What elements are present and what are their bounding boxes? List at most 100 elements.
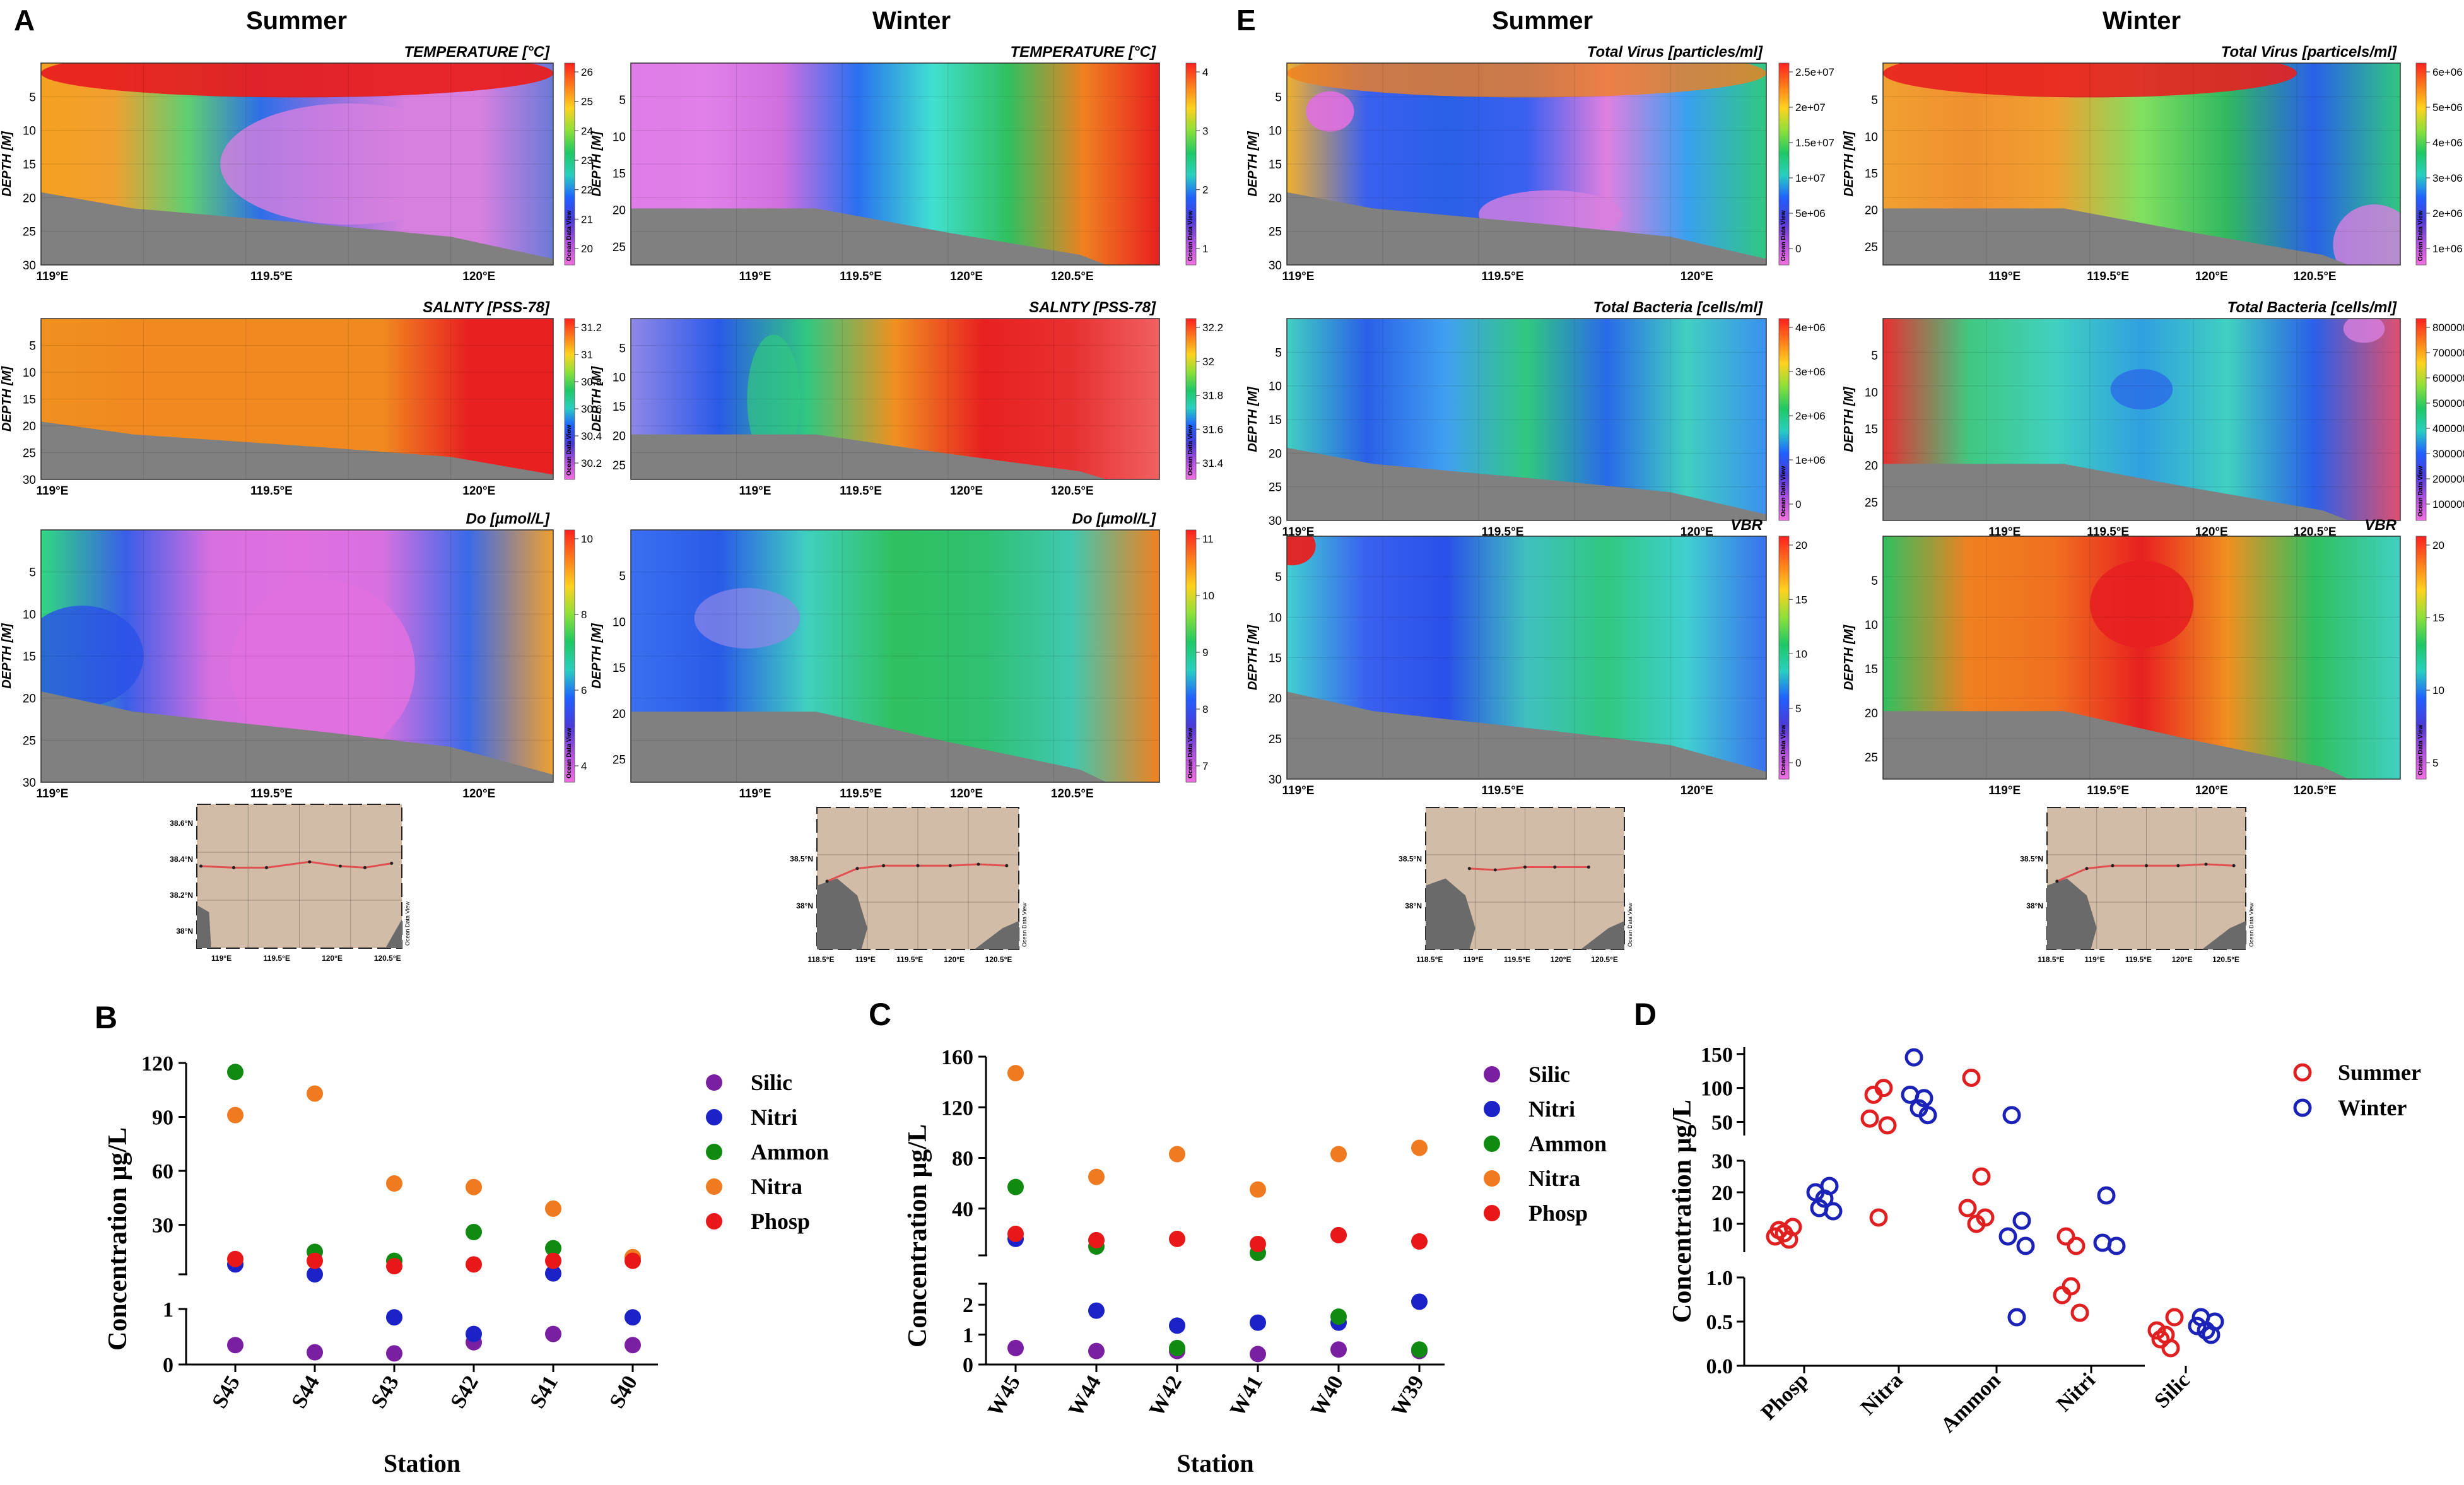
data-point-phosp (1007, 1225, 1024, 1242)
colorbar-tick-label: 800000 (2432, 322, 2464, 334)
panel-frame (40, 529, 554, 783)
colorbar-tick-label: 15 (2432, 612, 2444, 624)
heatmap-panel-e-win-bact: Total Bacteria [cells/ml] DEPTH [M] 5 10 15 2… (1842, 299, 2464, 539)
y-tick-label: 25 (1269, 481, 1282, 495)
y-tick-label: 15 (613, 662, 626, 675)
colorbar-tick-label: 3 (1202, 125, 1208, 137)
panel-title: Total Virus [particels/ml] (2221, 44, 2397, 61)
map-lon-label: 119.5°E (264, 954, 290, 963)
coastline-land (385, 919, 402, 948)
y-tick-label: 30 (1269, 259, 1282, 273)
y-tick-label: 150 (1701, 1043, 1733, 1067)
data-point-ammon (1007, 1178, 1024, 1195)
colorbar-tick-label: 30.2 (581, 457, 602, 469)
x-tick-label: 119.5°E (840, 270, 882, 283)
data-point-silic (625, 1337, 641, 1354)
data-point-phosp (1330, 1226, 1347, 1243)
coastline-land (197, 905, 211, 948)
colorbar-tick-label: 5e+06 (2432, 102, 2463, 114)
column-title-summer: Summer (246, 7, 347, 35)
field-area (1883, 319, 2400, 520)
y-tick-label: 25 (613, 754, 626, 767)
x-tick-label: 119.5°E (250, 787, 293, 801)
data-point-phosp (1169, 1230, 1185, 1247)
odv-watermark: Ocean Data View (1187, 425, 1194, 476)
map-lon-label: 120.5°E (374, 954, 401, 963)
colorbar-tick-label: 30.8 (581, 376, 602, 388)
legend-label: Nitri (1528, 1096, 1575, 1122)
x-tick-label: 119.5°E (1482, 525, 1524, 539)
colorbar-tick-label: 20 (2432, 539, 2444, 551)
y-axis-label: DEPTH [M] (1842, 386, 1856, 452)
contour-blob (2090, 560, 2193, 649)
data-point-nitri (1169, 1317, 1185, 1334)
colorbar-tick-label: 24 (581, 125, 593, 137)
data-point-nitra (307, 1085, 323, 1102)
scatter-panel-panel-b: B 120 90 60 30 1 0 S45 S44 S43 S42 S41 S40 Station Con… (95, 1000, 829, 1477)
coastline-land (1426, 878, 1475, 949)
odv-watermark: Ocean Data View (1021, 903, 1028, 947)
map-frame (196, 804, 402, 949)
y-axis-label: DEPTH [M] (1246, 625, 1260, 691)
station-marker (1467, 867, 1471, 871)
x-tick-label: 119°E (1282, 525, 1315, 539)
contour-blob (1883, 63, 2297, 98)
colorbar-tick-label: 31.4 (1202, 457, 1223, 469)
map-lon-label: 119.5°E (2125, 955, 2152, 964)
colorbar-tick-label: 6 (581, 684, 587, 696)
data-point-winter (1815, 1189, 1834, 1208)
colorbar-tick-label: 20 (581, 243, 593, 255)
heatmap-panel-e-sum-virus: Total Virus [particles/ml] DEPTH [M] 5 10 15… (1246, 44, 1834, 283)
data-point-summer (1874, 1079, 1893, 1098)
station-marker (2055, 879, 2059, 883)
data-point-summer (2067, 1236, 2086, 1255)
y-tick-label: 90 (152, 1106, 173, 1130)
y-tick-label: 5 (1871, 575, 1878, 588)
x-tick-label: S44 (287, 1372, 324, 1412)
y-tick-label: 20 (1711, 1182, 1733, 1205)
colorbar-tick-label: 31.6 (1202, 423, 1223, 435)
x-tick-label: 120°E (2195, 784, 2228, 797)
y-tick-label: 120 (941, 1096, 973, 1120)
station-marker (855, 867, 859, 871)
y-axis-label: DEPTH [M] (0, 131, 14, 197)
colorbar-tick-label: 10 (1202, 590, 1214, 602)
y-tick-label: 60 (152, 1160, 173, 1183)
panel-letter: C (869, 997, 891, 1032)
x-tick-label: 119.5°E (840, 484, 882, 498)
legend-marker (1484, 1136, 1500, 1152)
coastline-land (1580, 921, 1624, 949)
y-tick-label: 30 (23, 777, 36, 790)
x-tick-label: W44 (1064, 1372, 1106, 1421)
colorbar-tick-label: 5e+06 (1795, 208, 1826, 220)
contour-blob (2343, 319, 2385, 343)
data-point-summer (1958, 1199, 1977, 1218)
station-marker (1553, 866, 1557, 869)
colorbar-tick-label: 10 (1795, 649, 1807, 660)
seafloor (41, 192, 553, 265)
y-tick-label: 25 (23, 734, 36, 748)
data-point-summer (2156, 1325, 2175, 1344)
data-point-summer (1962, 1068, 1981, 1087)
y-tick-label: 25 (1865, 241, 1878, 254)
y-tick-label: 0 (963, 1354, 973, 1377)
map-lat-label: 38.4°N (170, 855, 193, 864)
station-marker (2176, 864, 2180, 867)
map-lat-label: 38.5°N (1399, 855, 1422, 864)
y-tick-label: 20 (613, 204, 626, 218)
station-marker (265, 866, 268, 869)
contour-blob (1287, 536, 1316, 566)
colorbar-tick-label: 0 (1795, 757, 1801, 769)
y-tick-label: 20 (1865, 707, 1878, 720)
y-tick-label: 20 (1269, 447, 1282, 461)
y-tick-label: 5 (619, 570, 626, 584)
data-point-nitra (386, 1175, 402, 1192)
y-tick-label: 20 (23, 192, 36, 205)
map-lon-label: 119.5°E (1504, 955, 1530, 964)
map-lon-label: 119°E (1464, 955, 1484, 964)
y-axis-label: DEPTH [M] (590, 366, 604, 432)
data-point-phosp (227, 1250, 243, 1267)
station-marker (916, 864, 920, 867)
y-tick-label: 1 (163, 1298, 173, 1322)
